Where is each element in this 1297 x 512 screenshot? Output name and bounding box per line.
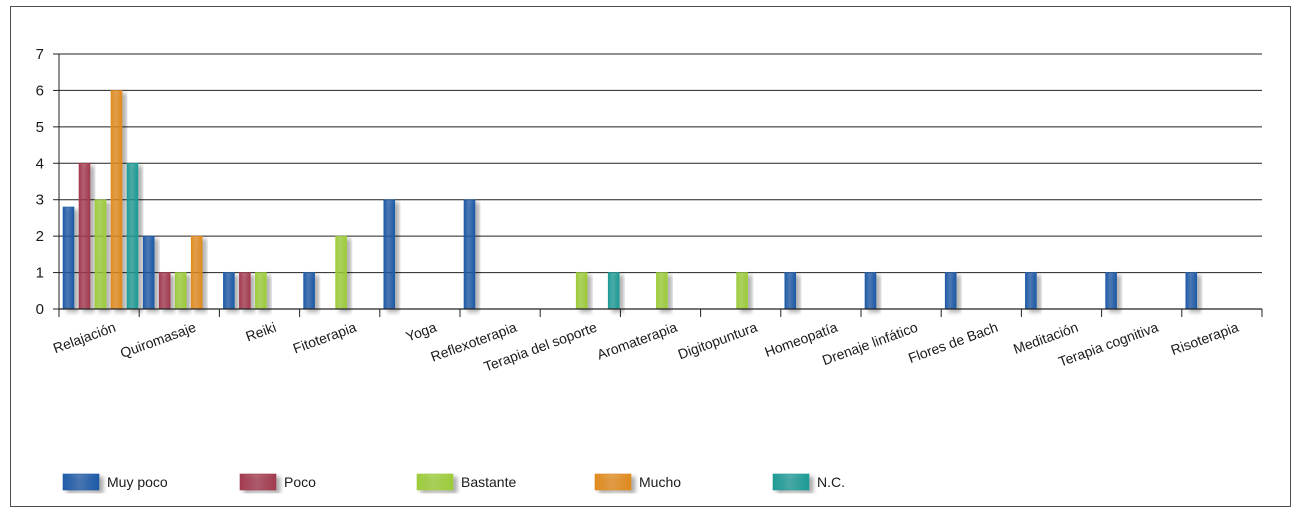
x-tick-label: Fitoterapia [291, 319, 359, 357]
legend-label: Mucho [639, 474, 681, 490]
y-tick-label: 6 [36, 82, 44, 99]
legend-swatch [594, 473, 632, 491]
y-tick-label: 4 [36, 155, 44, 172]
y-tick-label: 2 [36, 228, 44, 245]
bar-poco-0 [78, 162, 91, 310]
x-tick-label: Flores de Bach [906, 319, 1000, 366]
bar-muy-poco-13 [1105, 272, 1117, 310]
y-tick-label: 7 [36, 46, 44, 63]
x-tick-label: Aromaterapia [595, 319, 680, 363]
bar-muy-poco-9 [784, 272, 797, 310]
bar-muy-poco-1 [142, 235, 155, 310]
bar-muy-poco-10 [864, 272, 877, 310]
bar-muy-poco-11 [944, 272, 957, 310]
chart-frame [10, 6, 1291, 507]
bar-muy-poco-3 [303, 272, 315, 310]
bar-poco-1 [158, 272, 171, 310]
bar-n-c--6 [607, 272, 620, 310]
legend-label: N.C. [817, 474, 845, 490]
legend-label: Poco [284, 474, 316, 490]
bar-mucho-1 [190, 235, 203, 310]
bar-bastante-7 [656, 272, 668, 310]
bar-muy-poco-12 [1025, 272, 1037, 310]
bar-muy-poco-2 [223, 272, 235, 310]
x-tick-label: Digitopuntura [676, 319, 760, 363]
bar-bastante-3 [335, 235, 347, 310]
bar-muy-poco-5 [463, 199, 476, 310]
x-tick-label: Reiki [243, 319, 278, 345]
bar-muy-poco-14 [1185, 272, 1198, 310]
x-tick-label: Risoterapia [1169, 319, 1241, 358]
axes [53, 53, 1263, 317]
legend-label: Muy poco [107, 474, 168, 490]
bar-muy-poco-0 [62, 206, 75, 310]
legend: Muy poco Poco Bastante Mucho N.C. [62, 473, 845, 491]
bar-bastante-6 [575, 272, 588, 310]
legend-swatch [239, 473, 277, 491]
x-tick-label: Quiromasaje [118, 319, 198, 361]
y-tick-label: 5 [36, 119, 44, 136]
bar-mucho-0 [110, 90, 123, 310]
legend-swatch [62, 473, 100, 491]
bar-poco-2 [239, 272, 251, 310]
grid-lines [59, 53, 1262, 274]
legend-label: Bastante [461, 474, 516, 490]
x-tick-label: Relajación [51, 319, 118, 356]
legend-swatch [416, 473, 454, 491]
bar-bastante-8 [736, 272, 748, 310]
bar-bastante-1 [174, 272, 187, 310]
y-tick-label: 1 [36, 265, 44, 282]
x-tick-label: Yoga [404, 319, 439, 345]
y-tick-labels: 0 1 2 3 4 5 6 7 [36, 46, 44, 318]
y-tick-label: 3 [36, 192, 44, 209]
bar-bastante-2 [255, 272, 267, 310]
x-tick-labels: Relajación Quiromasaje Reiki Fitoterapia Yog… [51, 319, 1241, 375]
bar-bastante-0 [94, 199, 107, 310]
y-tick-label: 0 [36, 301, 44, 318]
bar-muy-poco-4 [383, 199, 396, 310]
bar-n-c--0 [126, 162, 139, 310]
legend-swatch [772, 473, 810, 491]
